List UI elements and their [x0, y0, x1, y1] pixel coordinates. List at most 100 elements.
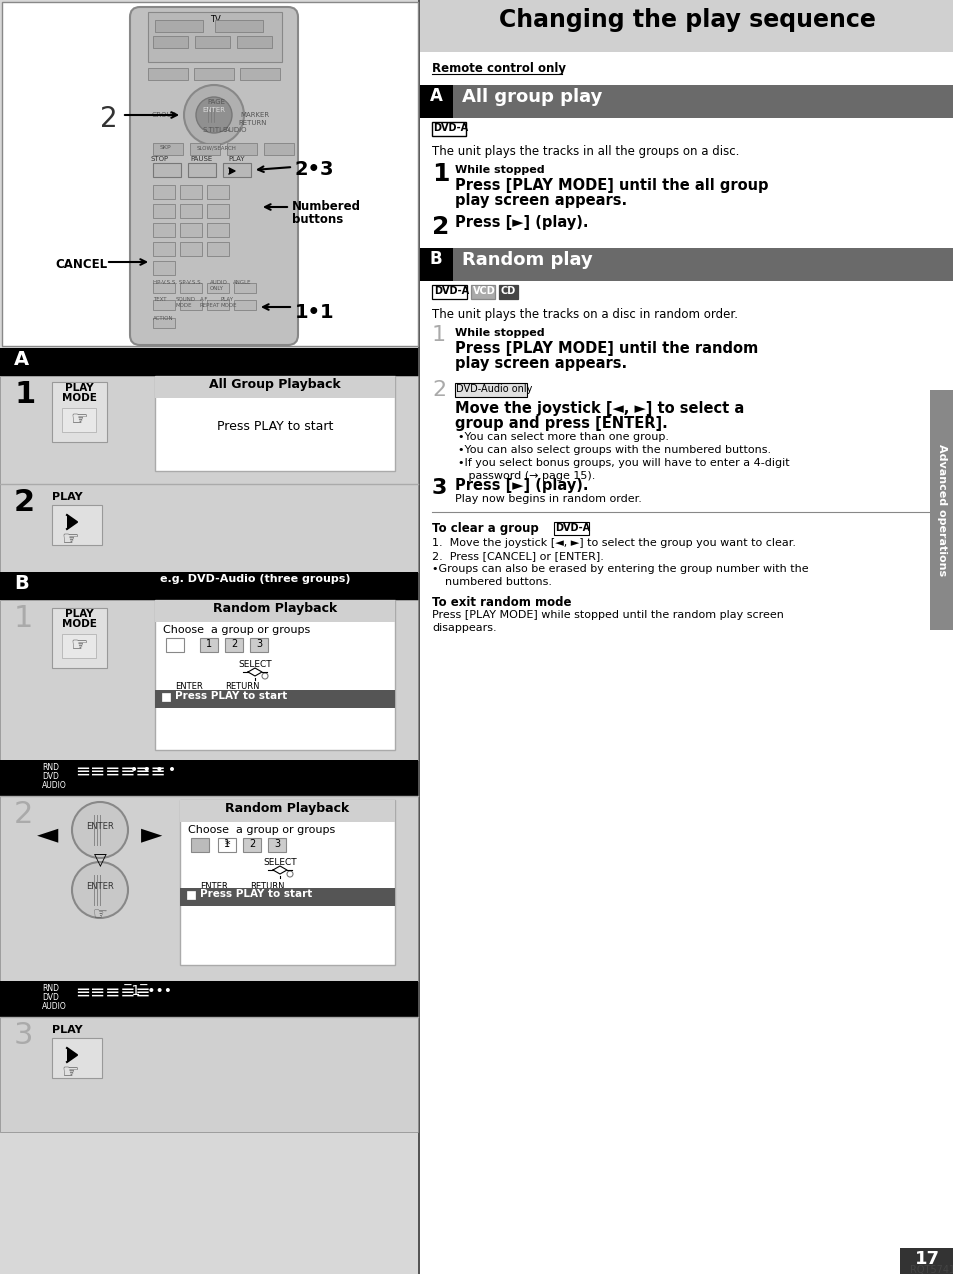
Text: While stopped: While stopped — [455, 166, 544, 175]
Bar — [180, 242, 202, 256]
Bar — [52, 608, 107, 668]
Text: Numbered: Numbered — [292, 200, 360, 213]
Text: PLAY: PLAY — [229, 155, 245, 162]
Text: 3: 3 — [255, 640, 262, 648]
Bar — [0, 484, 417, 572]
Bar — [240, 68, 280, 80]
Text: ACTION: ACTION — [152, 316, 173, 321]
Text: 17: 17 — [914, 1250, 939, 1268]
Polygon shape — [67, 515, 77, 529]
Bar — [162, 693, 170, 701]
Bar — [554, 522, 588, 535]
Text: PLAY: PLAY — [65, 609, 93, 619]
Text: S.TITLE: S.TITLE — [203, 127, 228, 132]
Text: Random play: Random play — [461, 251, 592, 269]
Bar — [236, 36, 272, 48]
Text: ☞: ☞ — [61, 530, 79, 549]
Bar — [154, 376, 395, 397]
Bar — [152, 318, 174, 327]
Text: B: B — [14, 575, 29, 592]
Text: ENTER: ENTER — [174, 682, 203, 691]
Text: TV: TV — [210, 15, 220, 24]
Text: ANGLE: ANGLE — [233, 280, 252, 285]
Text: MODE: MODE — [62, 619, 96, 629]
Text: PLAY: PLAY — [52, 1026, 83, 1034]
Text: ►: ► — [141, 820, 163, 848]
Bar — [419, 0, 953, 52]
Text: Press PLAY to start: Press PLAY to start — [174, 691, 287, 701]
Bar — [432, 122, 465, 136]
Text: AUDIO: AUDIO — [42, 781, 67, 790]
Text: DVD-A: DVD-A — [555, 524, 590, 533]
Bar — [190, 143, 220, 155]
Text: MODE: MODE — [62, 392, 96, 403]
Text: RETURN: RETURN — [237, 120, 266, 126]
Bar — [419, 0, 953, 1274]
Text: The unit plays the tracks in all the groups on a disc.: The unit plays the tracks in all the gro… — [432, 145, 739, 158]
Text: While stopped: While stopped — [455, 327, 544, 338]
Bar — [0, 0, 417, 1274]
Polygon shape — [229, 168, 234, 175]
Text: Random Playback: Random Playback — [225, 803, 349, 815]
Bar — [0, 572, 417, 600]
Text: play screen appears.: play screen appears. — [455, 355, 626, 371]
Bar — [52, 382, 107, 442]
Text: ENTER: ENTER — [86, 882, 113, 891]
Text: Advanced operations: Advanced operations — [936, 443, 946, 576]
Bar — [154, 20, 203, 32]
Text: All group play: All group play — [461, 88, 601, 106]
Bar — [419, 85, 453, 118]
Text: ENTER: ENTER — [200, 882, 228, 891]
Text: disappears.: disappears. — [432, 623, 497, 633]
Text: 1.  Move the joystick [◄, ►] to select the group you want to clear.: 1. Move the joystick [◄, ►] to select th… — [432, 538, 795, 548]
Bar — [180, 800, 395, 964]
Text: ≡≡≡≡≡≡: ≡≡≡≡≡≡ — [75, 763, 166, 781]
Text: 2•3: 2•3 — [294, 161, 335, 180]
Bar — [62, 408, 96, 432]
Text: SLOW/SEARCH: SLOW/SEARCH — [196, 145, 236, 150]
Circle shape — [195, 97, 232, 132]
Circle shape — [262, 673, 268, 679]
Circle shape — [71, 803, 128, 857]
Text: 1: 1 — [14, 604, 33, 633]
Bar — [455, 383, 526, 397]
Text: All: All — [172, 640, 185, 650]
Bar — [207, 299, 229, 310]
Bar — [419, 248, 953, 282]
Bar — [180, 204, 202, 218]
Bar — [152, 185, 174, 199]
Text: ☞: ☞ — [61, 1063, 79, 1082]
Bar — [227, 143, 256, 155]
Text: •If you select bonus groups, you will have to enter a 4-digit: •If you select bonus groups, you will ha… — [457, 457, 789, 468]
Bar — [233, 283, 255, 293]
Bar — [2, 3, 417, 347]
Text: 1•1: 1•1 — [294, 303, 335, 322]
Bar — [233, 299, 255, 310]
Bar — [471, 285, 495, 299]
Text: ☞: ☞ — [71, 636, 88, 655]
Text: All Group Playback: All Group Playback — [209, 378, 340, 391]
Bar — [207, 283, 229, 293]
Text: Press [PLAY MODE] until the random: Press [PLAY MODE] until the random — [455, 341, 758, 355]
Bar — [191, 838, 209, 852]
Text: B: B — [429, 250, 442, 268]
Bar — [152, 261, 174, 275]
Text: buttons: buttons — [292, 213, 343, 225]
Bar — [154, 600, 395, 750]
Text: ◄: ◄ — [37, 820, 59, 848]
Bar — [148, 11, 282, 62]
Text: 2: 2 — [231, 640, 237, 648]
Circle shape — [184, 85, 244, 145]
Text: Choose  a group or groups: Choose a group or groups — [163, 626, 310, 634]
Text: RETURN: RETURN — [225, 682, 259, 691]
Text: A: A — [14, 350, 30, 369]
Bar — [268, 838, 286, 852]
Bar — [243, 838, 261, 852]
Text: 1: 1 — [206, 640, 212, 648]
Bar — [152, 143, 183, 155]
Text: SELECT: SELECT — [238, 660, 272, 669]
Bar — [207, 185, 229, 199]
Text: AUDIO
ONLY: AUDIO ONLY — [210, 280, 228, 290]
Bar — [148, 68, 188, 80]
Bar — [180, 888, 395, 906]
